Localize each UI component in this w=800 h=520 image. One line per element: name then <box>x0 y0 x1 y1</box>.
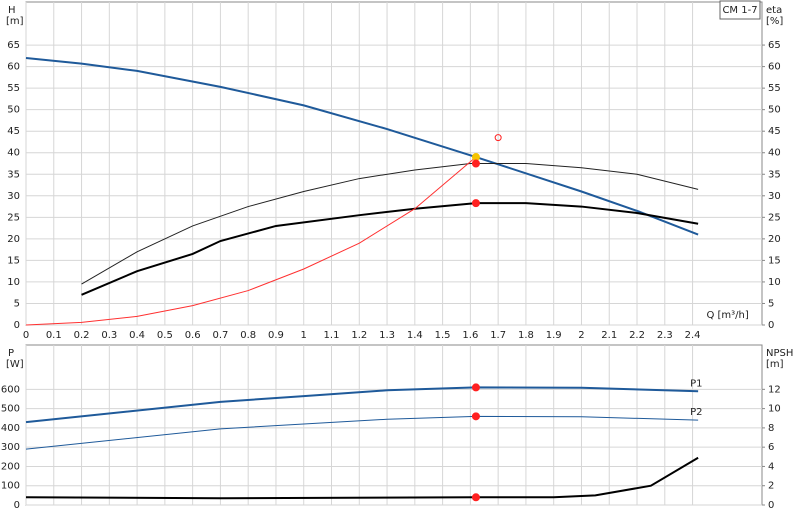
y2-tick-label: 4 <box>768 461 774 472</box>
x-tick-label: 1.1 <box>324 330 340 341</box>
y2-tick-label: 10 <box>768 277 781 288</box>
curve <box>25 56 699 236</box>
y-tick-label: 20 <box>7 234 20 245</box>
y2-tick-label: 30 <box>768 191 781 202</box>
y-tick-label: 0 <box>14 500 20 511</box>
y2-tick-label: 2 <box>768 481 774 492</box>
y2-tick-label: 25 <box>768 212 781 223</box>
curve <box>25 386 699 424</box>
y2-tick-label: 5 <box>768 298 774 309</box>
x-tick-label: 0.2 <box>74 330 90 341</box>
y2-axis-unit: [m] <box>766 359 784 370</box>
x-tick-label: 0.3 <box>101 330 117 341</box>
y-tick-label: 25 <box>7 212 20 223</box>
title-box <box>719 0 761 20</box>
x-tick-label: 1.3 <box>379 330 395 341</box>
x-tick-label: 0.7 <box>212 330 228 341</box>
x-tick-label: 0.5 <box>157 330 173 341</box>
x-tick-label: 1.5 <box>435 330 451 341</box>
x-tick-label: 2.3 <box>657 330 673 341</box>
y2-axis-title: NPSH <box>766 348 793 359</box>
x-tick-label: 1 <box>301 330 307 341</box>
chart-title: CM 1-7 <box>722 5 757 16</box>
y2-tick-label: 60 <box>768 62 781 73</box>
y-tick-label: 50 <box>7 105 20 116</box>
x-tick-label: 0.6 <box>185 330 201 341</box>
curve <box>81 163 699 285</box>
x-tick-label: 1.7 <box>490 330 506 341</box>
y2-tick-label: 35 <box>768 169 781 180</box>
y-tick-label: 600 <box>1 384 20 395</box>
x-tick-label: 1.6 <box>462 330 478 341</box>
operating-point <box>494 134 502 142</box>
y2-tick-label: 12 <box>768 384 781 395</box>
y2-tick-label: 55 <box>768 83 781 94</box>
plot-frame <box>25 1 763 326</box>
x-tick-label: 1.9 <box>546 330 562 341</box>
y2-tick-label: 8 <box>768 423 774 434</box>
y2-tick-label: 15 <box>768 255 781 266</box>
curve <box>25 415 699 450</box>
y2-tick-label: 10 <box>768 404 781 415</box>
x-tick-label: 0.9 <box>268 330 284 341</box>
y-tick-label: 15 <box>7 255 20 266</box>
operating-point <box>471 383 480 392</box>
y-axis-unit: [m] <box>6 16 24 27</box>
curve <box>25 156 477 326</box>
y-tick-label: 500 <box>1 404 20 415</box>
y2-tick-label: 65 <box>768 40 781 51</box>
y-tick-label: 60 <box>7 62 20 73</box>
y2-tick-label: 45 <box>768 126 781 137</box>
x-tick-label: 1.4 <box>407 330 423 341</box>
y-tick-label: 55 <box>7 83 20 94</box>
operating-point <box>471 159 480 168</box>
y-axis-title: H <box>8 5 16 16</box>
x-axis-title: Q [m³/h] <box>706 310 748 321</box>
curve-label: P2 <box>690 407 702 418</box>
x-label-bg <box>704 309 747 321</box>
operating-point <box>471 412 480 421</box>
operating-point <box>471 199 480 208</box>
x-tick-label: 0.8 <box>240 330 256 341</box>
x-tick-label: 1.2 <box>351 330 367 341</box>
y2-axis-unit: [%] <box>766 16 783 27</box>
operating-point <box>471 493 480 502</box>
x-tick-label: 1.8 <box>518 330 534 341</box>
y-tick-label: 100 <box>1 481 20 492</box>
y-tick-label: 10 <box>7 277 20 288</box>
y2-tick-label: 50 <box>768 105 781 116</box>
curve <box>25 456 699 500</box>
x-tick-label: 2.2 <box>629 330 645 341</box>
y-tick-label: 40 <box>7 148 20 159</box>
x-tick-label: 2.4 <box>685 330 701 341</box>
y2-axis-title: eta <box>766 5 782 16</box>
plot-frame <box>25 344 763 506</box>
x-tick-label: 0 <box>23 330 29 341</box>
y-axis-unit: [W] <box>6 359 24 370</box>
x-tick-label: 0.1 <box>46 330 62 341</box>
y-tick-label: 0 <box>14 320 20 331</box>
y2-tick-label: 0 <box>768 500 774 511</box>
y2-tick-label: 0 <box>768 320 774 331</box>
y-tick-label: 5 <box>14 298 20 309</box>
operating-point <box>471 153 480 162</box>
y-tick-label: 300 <box>1 442 20 453</box>
y-tick-label: 65 <box>7 40 20 51</box>
y2-tick-label: 20 <box>768 234 781 245</box>
curve-label: P1 <box>690 378 702 389</box>
x-tick-label: 0.4 <box>129 330 145 341</box>
y-tick-label: 400 <box>1 423 20 434</box>
y2-tick-label: 40 <box>768 148 781 159</box>
x-tick-label: 2 <box>578 330 584 341</box>
curve <box>81 202 699 296</box>
y2-tick-label: 6 <box>768 442 774 453</box>
y-tick-label: 30 <box>7 191 20 202</box>
y-axis-title: P <box>8 348 14 359</box>
x-tick-label: 2.1 <box>601 330 617 341</box>
y-tick-label: 35 <box>7 169 20 180</box>
y-tick-label: 200 <box>1 461 20 472</box>
y-tick-label: 45 <box>7 126 20 137</box>
